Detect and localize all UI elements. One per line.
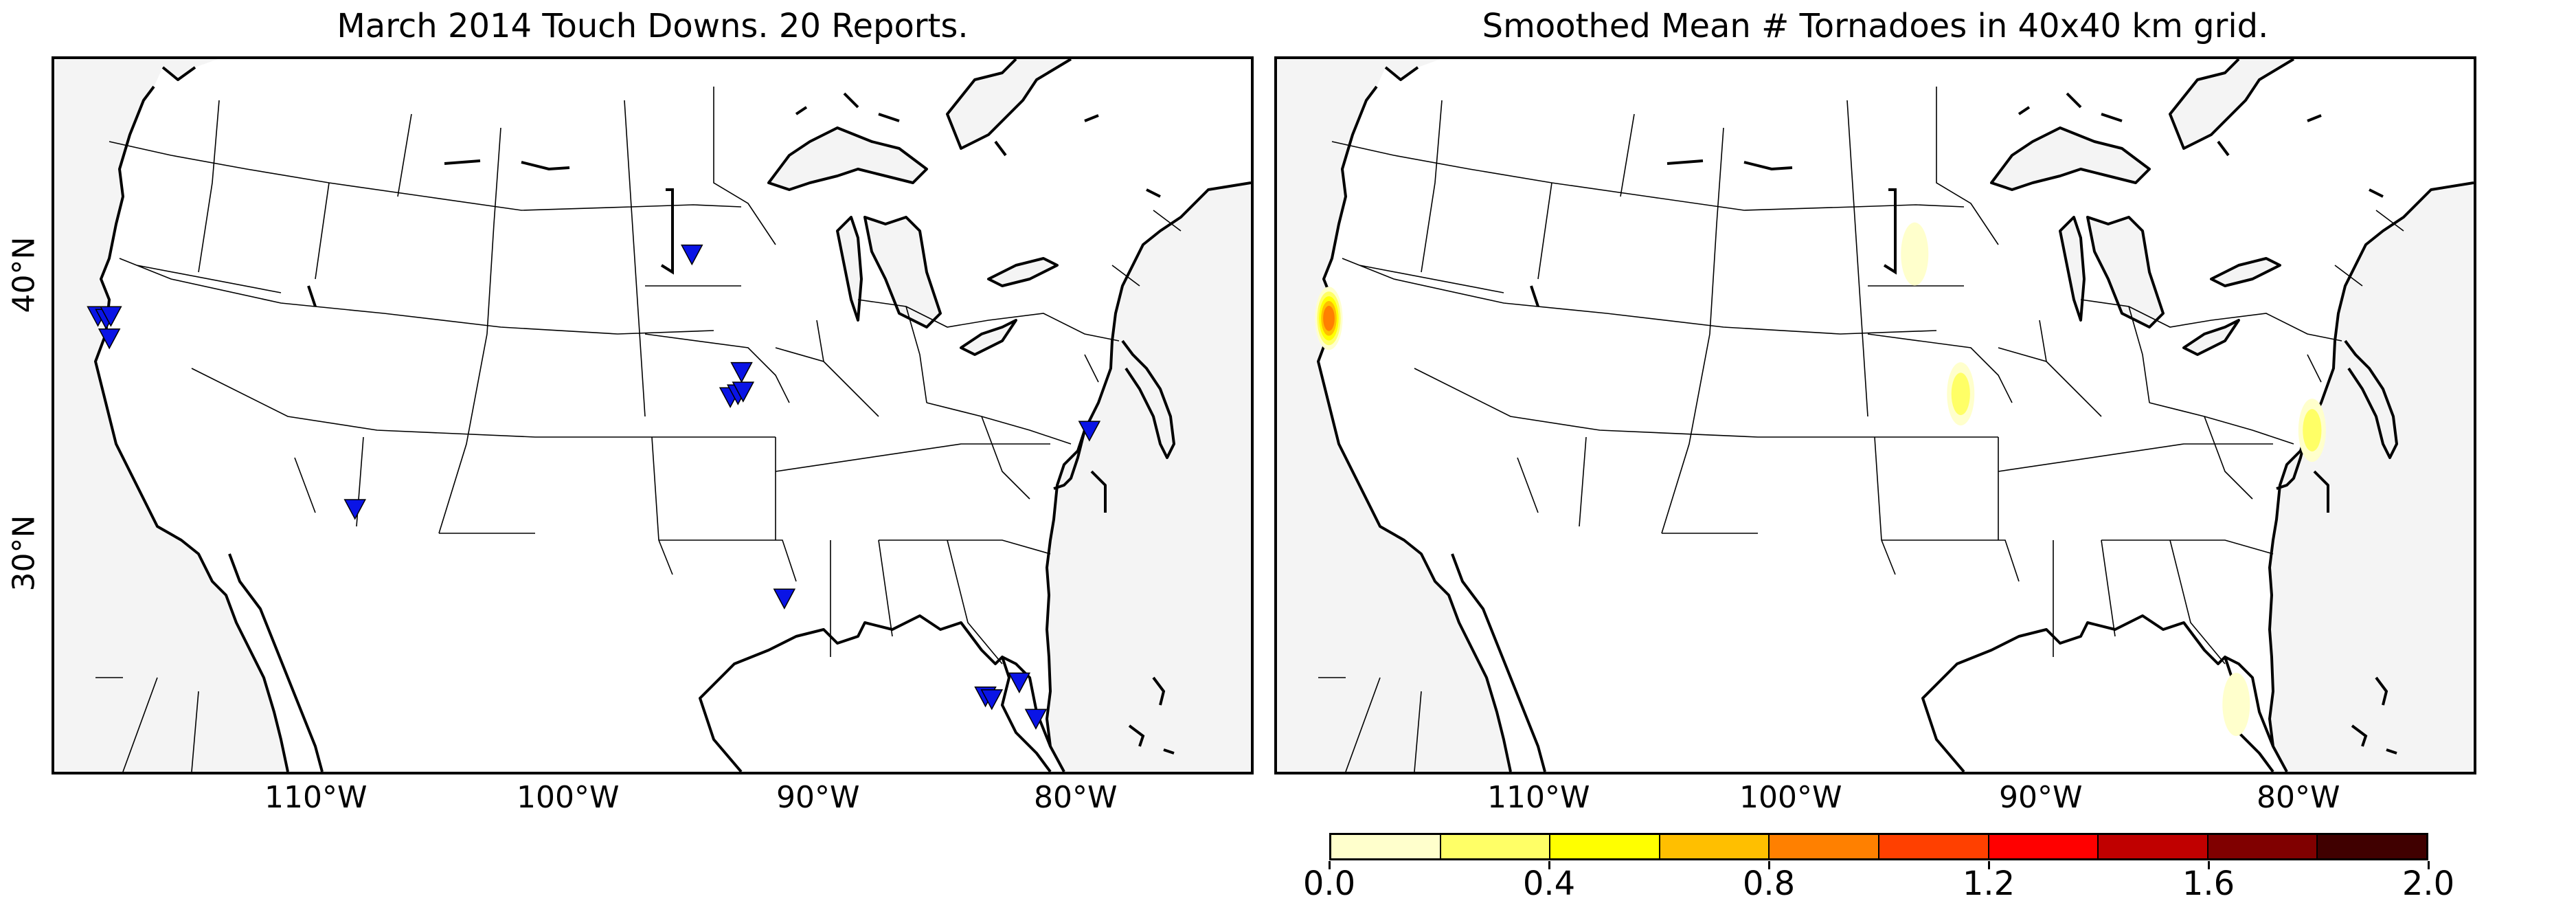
tornado-report-marker[interactable] xyxy=(100,306,122,327)
y-tick-30n: 30°N xyxy=(6,515,42,592)
colorbar-tick-label: 2.0 xyxy=(2402,865,2455,903)
tornado-report-marker[interactable] xyxy=(1078,421,1101,442)
colorbar-tick-mark xyxy=(1329,861,1331,869)
colorbar-tick-label: 0.8 xyxy=(1742,865,1796,903)
tornado-report-marker[interactable] xyxy=(1024,709,1048,730)
density-map-canvas xyxy=(1315,59,2474,772)
tornado-report-marker[interactable] xyxy=(730,361,753,383)
colorbar-segment xyxy=(1879,835,1989,858)
right-map-title: Smoothed Mean # Tornadoes in 40x40 km gr… xyxy=(1482,7,2269,45)
colorbar-tick-label: 1.6 xyxy=(2182,865,2235,903)
report-markers xyxy=(87,244,1101,730)
reports-map-canvas xyxy=(87,59,1251,772)
tornado-report-marker[interactable] xyxy=(681,244,703,266)
left-map-title: March 2014 Touch Downs. 20 Reports. xyxy=(337,7,969,45)
colorbar-tick-mark xyxy=(2208,861,2210,869)
colorbar xyxy=(1329,833,2428,860)
y-tick-40n: 40°N xyxy=(6,236,42,313)
x-tick-left-100w: 100°W xyxy=(517,780,620,815)
colorbar-tick-mark xyxy=(1988,861,1990,869)
colorbar-tick-label: 0.0 xyxy=(1302,865,1356,903)
density-hotspots xyxy=(1315,222,2326,736)
colorbar-segment xyxy=(2318,835,2426,858)
tornado-report-marker[interactable] xyxy=(732,381,755,403)
density-contour xyxy=(2222,672,2250,736)
colorbar-tick-label: 1.2 xyxy=(1962,865,2015,903)
colorbar-segment xyxy=(1331,835,1441,858)
basemap xyxy=(94,59,1251,772)
basemap xyxy=(1317,59,2474,772)
x-tick-left-90w: 90°W xyxy=(776,780,860,815)
tornado-report-marker[interactable] xyxy=(773,588,796,610)
colorbar-tick-label: 0.4 xyxy=(1522,865,1576,903)
colorbar-segment xyxy=(1550,835,1660,858)
colorbar-segment xyxy=(1989,835,2099,858)
tornado-report-marker[interactable] xyxy=(98,328,121,350)
colorbar-segment xyxy=(1440,835,1551,858)
density-contour xyxy=(2303,409,2322,452)
density-contour xyxy=(1901,222,1929,286)
colorbar-segment xyxy=(2208,835,2318,858)
x-tick-left-110w: 110°W xyxy=(264,780,368,815)
x-tick-left-80w: 80°W xyxy=(1034,780,1118,815)
tornado-report-marker[interactable] xyxy=(343,499,367,520)
density-contour xyxy=(1323,305,1335,331)
x-tick-right-90w: 90°W xyxy=(1999,780,2083,815)
tornado-report-marker[interactable] xyxy=(980,689,1004,711)
state-borders xyxy=(1318,87,2404,772)
colorbar-tick-mark xyxy=(2428,861,2430,869)
colorbar-segment xyxy=(1660,835,1770,858)
tornado-report-marker[interactable] xyxy=(1008,672,1031,693)
density-contour xyxy=(1951,372,1970,415)
x-tick-right-80w: 80°W xyxy=(2257,780,2340,815)
tornado-density-map[interactable] xyxy=(1274,56,2476,774)
colorbar-segment xyxy=(1770,835,1879,858)
x-tick-right-100w: 100°W xyxy=(1739,780,1842,815)
tornado-reports-map[interactable] xyxy=(52,56,1254,774)
colorbar-tick-mark xyxy=(1768,861,1770,869)
state-borders xyxy=(95,87,1182,772)
x-tick-right-110w: 110°W xyxy=(1487,780,1590,815)
colorbar-segment xyxy=(2099,835,2208,858)
colorbar-tick-mark xyxy=(1548,861,1550,869)
